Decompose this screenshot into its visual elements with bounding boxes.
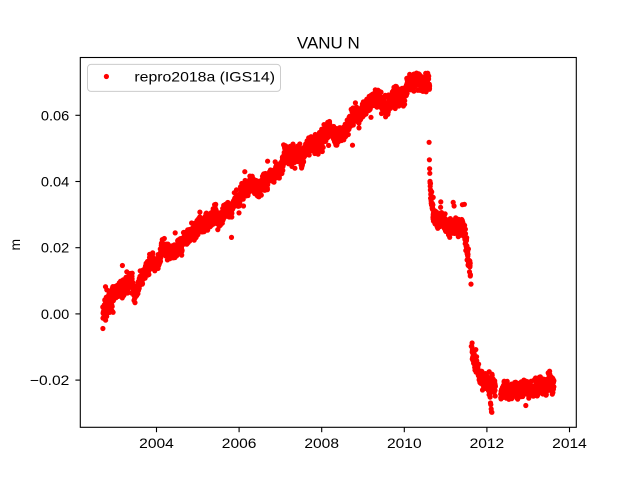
svg-text:m: m xyxy=(7,239,23,251)
svg-text:2014: 2014 xyxy=(552,435,587,451)
svg-text:2012: 2012 xyxy=(470,435,505,451)
svg-text:2010: 2010 xyxy=(387,435,422,451)
svg-text:0.00: 0.00 xyxy=(41,306,70,322)
svg-text:2006: 2006 xyxy=(222,435,257,451)
svg-text:−0.02: −0.02 xyxy=(30,372,70,388)
svg-text:0.04: 0.04 xyxy=(41,174,70,190)
svg-text:2004: 2004 xyxy=(139,435,174,451)
svg-text:0.06: 0.06 xyxy=(41,107,70,123)
svg-text:0.02: 0.02 xyxy=(41,240,70,256)
svg-text:VANU N: VANU N xyxy=(297,34,360,53)
svg-text:repro2018a (IGS14): repro2018a (IGS14) xyxy=(134,69,275,85)
svg-text:2008: 2008 xyxy=(304,435,339,451)
